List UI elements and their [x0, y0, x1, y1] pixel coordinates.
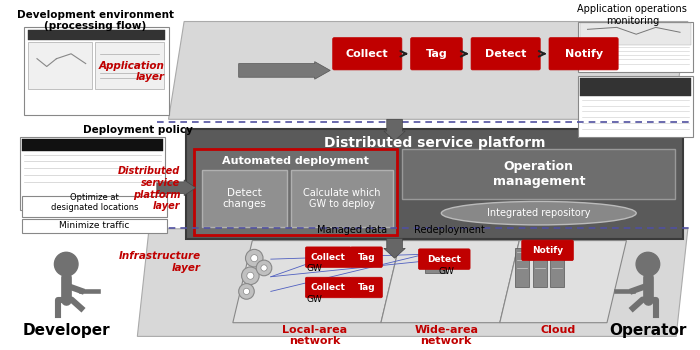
Text: Developer: Developer [22, 323, 110, 338]
FancyBboxPatch shape [332, 38, 402, 70]
Text: Managed data: Managed data [316, 225, 387, 235]
Text: Collect: Collect [311, 253, 346, 262]
Circle shape [239, 284, 254, 299]
FancyBboxPatch shape [22, 196, 167, 217]
FancyBboxPatch shape [425, 263, 446, 273]
FancyBboxPatch shape [95, 42, 164, 89]
Text: Collect: Collect [311, 283, 346, 292]
Text: GW: GW [307, 295, 323, 304]
Text: Minimize traffic: Minimize traffic [60, 222, 130, 230]
FancyBboxPatch shape [291, 170, 393, 227]
FancyBboxPatch shape [411, 38, 462, 70]
Text: Tag: Tag [358, 253, 375, 262]
Text: Development environment
(processing flow): Development environment (processing flow… [17, 10, 174, 32]
Polygon shape [137, 229, 688, 336]
Circle shape [55, 252, 78, 276]
FancyBboxPatch shape [28, 30, 164, 40]
Text: Tag: Tag [358, 283, 375, 292]
FancyBboxPatch shape [25, 27, 169, 116]
Circle shape [246, 249, 263, 267]
Circle shape [256, 260, 272, 276]
Text: Application
layer: Application layer [99, 61, 164, 82]
FancyBboxPatch shape [402, 149, 676, 200]
FancyBboxPatch shape [580, 23, 691, 45]
FancyBboxPatch shape [202, 170, 288, 227]
FancyBboxPatch shape [28, 42, 92, 89]
FancyBboxPatch shape [350, 277, 382, 298]
Circle shape [261, 265, 267, 271]
FancyBboxPatch shape [533, 248, 547, 287]
FancyArrow shape [384, 239, 405, 258]
FancyBboxPatch shape [578, 76, 693, 137]
Polygon shape [381, 240, 519, 323]
Text: Infrastructure
layer: Infrastructure layer [118, 251, 201, 273]
Text: Local-area
network: Local-area network [282, 325, 347, 346]
Text: Collect: Collect [346, 49, 389, 59]
Text: Distributed service platform: Distributed service platform [324, 136, 545, 150]
Text: Detect
changes: Detect changes [223, 188, 267, 209]
Text: Wide-area
network: Wide-area network [414, 325, 478, 346]
Circle shape [251, 255, 258, 262]
FancyBboxPatch shape [425, 251, 446, 261]
FancyBboxPatch shape [22, 219, 167, 233]
Text: Automated deployment: Automated deployment [222, 156, 369, 166]
FancyBboxPatch shape [20, 137, 164, 210]
FancyBboxPatch shape [22, 139, 162, 150]
Text: Detect: Detect [485, 49, 526, 59]
FancyBboxPatch shape [515, 248, 529, 287]
Circle shape [247, 272, 254, 279]
FancyBboxPatch shape [186, 129, 683, 239]
Text: Notify: Notify [532, 246, 563, 255]
FancyBboxPatch shape [305, 247, 351, 267]
Polygon shape [233, 240, 400, 323]
Text: Operator: Operator [609, 323, 687, 338]
Circle shape [241, 267, 259, 285]
FancyBboxPatch shape [419, 249, 470, 270]
Polygon shape [500, 240, 626, 323]
Text: Integrated repository: Integrated repository [487, 208, 591, 218]
FancyBboxPatch shape [578, 21, 693, 72]
Text: Cloud: Cloud [540, 325, 576, 335]
FancyBboxPatch shape [350, 247, 382, 267]
FancyArrow shape [157, 180, 196, 196]
Text: Redeployment: Redeployment [414, 225, 484, 235]
FancyBboxPatch shape [305, 277, 351, 298]
FancyBboxPatch shape [522, 240, 573, 261]
Text: Distributed
service
platform
layer: Distributed service platform layer [118, 166, 180, 211]
Text: GW: GW [438, 267, 454, 276]
Text: Optimize at
designated locations: Optimize at designated locations [50, 193, 138, 212]
FancyBboxPatch shape [550, 248, 564, 287]
Text: Tag: Tag [426, 49, 447, 59]
Ellipse shape [441, 202, 636, 225]
FancyBboxPatch shape [194, 149, 396, 235]
Text: Notify: Notify [564, 49, 603, 59]
FancyBboxPatch shape [580, 78, 691, 96]
Polygon shape [169, 21, 688, 119]
FancyArrow shape [239, 62, 330, 79]
FancyBboxPatch shape [471, 38, 540, 70]
Text: Detect: Detect [427, 255, 461, 264]
FancyBboxPatch shape [549, 38, 618, 70]
Circle shape [636, 252, 659, 276]
FancyArrow shape [384, 119, 405, 141]
Text: GW: GW [307, 264, 323, 273]
Text: Calculate which
GW to deploy: Calculate which GW to deploy [303, 188, 381, 209]
Text: Application operations
monitoring: Application operations monitoring [578, 4, 687, 26]
Circle shape [244, 288, 250, 295]
Text: Operation
management: Operation management [493, 160, 585, 188]
Text: Deployment policy: Deployment policy [83, 125, 192, 135]
